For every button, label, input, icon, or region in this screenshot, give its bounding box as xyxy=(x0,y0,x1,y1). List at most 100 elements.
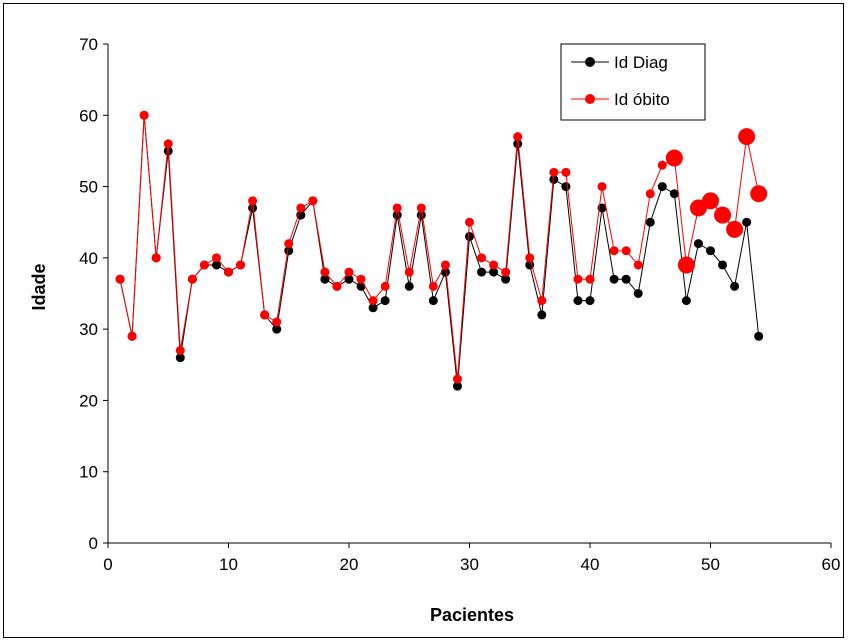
data-point-id-diag xyxy=(284,246,294,256)
data-point-id-diag xyxy=(272,324,282,334)
data-point-id-diag xyxy=(706,246,715,256)
data-point-id-obito xyxy=(272,317,282,327)
data-point-id-obito xyxy=(211,253,221,263)
data-point-id-obito xyxy=(750,185,768,203)
y-tick-label: 70 xyxy=(79,35,98,54)
data-point-id-obito xyxy=(665,149,683,167)
data-point-id-obito xyxy=(224,267,233,277)
data-point-id-obito xyxy=(380,281,390,291)
data-point-id-diag xyxy=(537,310,547,320)
data-point-id-diag xyxy=(730,281,740,291)
legend-box xyxy=(560,43,706,121)
x-tick-label: 60 xyxy=(822,555,841,574)
data-point-id-obito xyxy=(726,220,744,238)
data-point-id-diag xyxy=(573,296,583,306)
data-point-id-diag xyxy=(681,296,691,306)
y-tick-label: 50 xyxy=(79,178,98,197)
data-point-id-diag xyxy=(501,274,511,284)
data-point-id-diag xyxy=(754,331,764,341)
data-point-id-obito xyxy=(549,167,559,177)
data-point-id-obito xyxy=(585,274,595,284)
legend-marker-id-obito xyxy=(585,94,595,104)
data-point-id-obito xyxy=(332,281,342,291)
data-point-id-diag xyxy=(296,210,306,220)
y-axis-title: Idade xyxy=(29,263,49,310)
legend-label-id-obito: Id óbito xyxy=(614,90,670,109)
data-point-id-diag xyxy=(742,217,752,227)
data-point-id-diag xyxy=(609,274,619,284)
data-point-id-obito xyxy=(609,246,619,256)
data-point-id-diag xyxy=(621,274,631,284)
data-point-id-obito xyxy=(525,253,535,263)
data-point-id-diag xyxy=(428,296,438,306)
data-point-id-obito xyxy=(501,267,511,277)
data-point-id-diag xyxy=(452,381,462,391)
data-point-id-obito xyxy=(296,203,306,213)
chart-frame: 0 10 20 30 40 50 60 70 0 10 20 30 40 50 60 Pacientes I… xyxy=(3,3,844,638)
data-point-id-diag xyxy=(175,353,185,363)
data-point-id-obito xyxy=(702,192,719,210)
y-tick-label: 0 xyxy=(89,534,98,553)
data-point-id-obito xyxy=(139,110,149,120)
data-point-id-diag xyxy=(585,296,595,306)
data-point-id-diag xyxy=(477,267,487,277)
series-id-diag xyxy=(115,110,764,391)
data-point-id-obito xyxy=(320,267,330,277)
data-point-id-obito xyxy=(115,274,125,284)
series-line-id-diag xyxy=(119,115,760,387)
data-point-id-diag xyxy=(657,182,667,192)
data-point-id-obito xyxy=(428,281,438,291)
series-id-obito xyxy=(115,110,768,384)
data-point-id-diag xyxy=(718,260,728,270)
data-point-id-obito xyxy=(440,260,450,270)
data-point-id-obito xyxy=(344,267,354,277)
data-point-id-obito xyxy=(368,296,378,306)
series-line-id-obito xyxy=(119,115,760,380)
data-point-id-obito xyxy=(657,160,667,170)
data-point-id-obito xyxy=(537,296,547,306)
data-point-id-diag xyxy=(693,239,703,249)
data-point-id-obito xyxy=(284,239,294,249)
data-point-id-diag xyxy=(645,217,655,227)
data-point-id-obito xyxy=(452,374,462,384)
legend: Id Diag Id óbito xyxy=(560,43,706,121)
data-point-id-diag xyxy=(344,274,354,284)
data-point-id-obito xyxy=(738,128,756,146)
data-point-id-obito xyxy=(236,260,246,270)
y-tick-label: 60 xyxy=(79,106,98,125)
data-point-id-diag xyxy=(513,139,523,149)
y-tick-label: 30 xyxy=(79,320,98,339)
data-point-id-diag xyxy=(404,281,414,291)
data-point-id-diag xyxy=(380,296,390,306)
data-point-id-diag xyxy=(669,189,679,199)
data-point-id-obito xyxy=(199,260,209,270)
data-point-id-obito xyxy=(416,203,426,213)
axes xyxy=(103,43,832,548)
data-point-id-diag xyxy=(561,182,571,192)
y-tick-label: 10 xyxy=(79,463,98,482)
data-point-id-obito xyxy=(151,253,161,263)
data-point-id-obito xyxy=(573,274,583,284)
legend-marker-id-diag xyxy=(585,57,595,67)
data-point-id-obito xyxy=(561,167,571,177)
x-tick-label: 40 xyxy=(581,555,600,574)
x-tick-label: 20 xyxy=(340,555,359,574)
data-point-id-diag xyxy=(633,289,643,298)
y-tick-label: 40 xyxy=(79,249,98,268)
data-point-id-obito xyxy=(260,310,270,320)
data-point-id-obito xyxy=(248,196,258,206)
data-point-id-diag xyxy=(211,260,221,270)
data-point-id-obito xyxy=(645,189,655,199)
data-point-id-diag xyxy=(549,174,559,184)
data-point-id-obito xyxy=(714,206,732,224)
data-point-id-diag xyxy=(368,303,378,313)
x-tick-label: 30 xyxy=(460,555,479,574)
data-point-id-obito xyxy=(513,132,523,142)
data-point-id-obito xyxy=(163,139,173,149)
data-point-id-obito xyxy=(489,260,499,270)
x-axis-title: Pacientes xyxy=(430,605,514,625)
y-tick-label: 20 xyxy=(79,391,98,410)
data-point-id-diag xyxy=(320,274,330,284)
data-point-id-obito xyxy=(187,274,197,284)
data-point-id-obito xyxy=(392,203,402,213)
